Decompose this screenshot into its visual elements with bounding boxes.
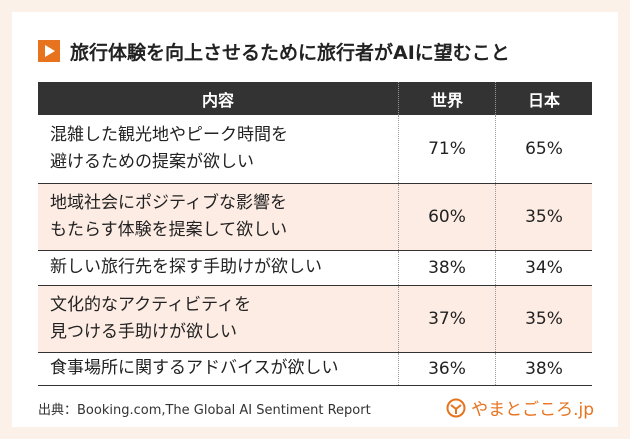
row-label: 混雑した観光地やピーク時間を 避けるための提案が欲しい	[38, 115, 399, 184]
row-label: 地域社会にポジティブな影響を もたらす体験を提案して欲しい	[38, 183, 399, 251]
cell-value: 60%	[398, 183, 496, 251]
row-label: 新しい旅行先を探す手助けが欲しい	[38, 250, 399, 286]
cell-value: 71%	[398, 115, 496, 184]
brand-logo	[446, 398, 466, 417]
cell-value: 35%	[495, 183, 592, 251]
cell-value: 38%	[495, 352, 592, 386]
table: 内容 世界 日本 混雑した観光地やピーク時間を 避けるための提案が欲しい 71% 6…	[38, 82, 592, 386]
title-row: 旅行体験を向上させるために旅行者がAIに望むこと	[38, 38, 510, 64]
table-row: 食事場所に関するアドバイスが欲しい 36% 38%	[38, 352, 592, 386]
cell-value: 37%	[398, 285, 496, 353]
column-header: 日本	[495, 82, 592, 115]
card: 旅行体験を向上させるために旅行者がAIに望むこと 内容 世界 日本 混雑した観光…	[12, 12, 618, 427]
table-row: 新しい旅行先を探す手助けが欲しい 38% 34%	[38, 250, 592, 286]
column-header: 世界	[398, 82, 496, 115]
row-label: 食事場所に関するアドバイスが欲しい	[38, 352, 399, 386]
cell-value: 36%	[398, 352, 496, 386]
column-header: 内容	[38, 82, 399, 115]
table-row: 文化的なアクティビティを 見つける手助けが欲しい 37% 35%	[38, 285, 592, 353]
cell-value: 38%	[398, 250, 496, 286]
brand: やまとごころ.jp	[446, 395, 594, 420]
table-row: 混雑した観光地やピーク時間を 避けるための提案が欲しい 71% 65%	[38, 115, 592, 184]
cell-value: 34%	[495, 250, 592, 286]
table-body: 混雑した観光地やピーク時間を 避けるための提案が欲しい 71% 65% 地域社会にポジ…	[38, 115, 592, 386]
brand-name: やまとごころ.jp	[471, 400, 594, 420]
title: 旅行体験を向上させるために旅行者がAIに望むこと	[70, 41, 510, 64]
table-row: 地域社会にポジティブな影響を もたらす体験を提案して欲しい 60% 35%	[38, 183, 592, 251]
cell-value: 35%	[495, 285, 592, 353]
row-label: 文化的なアクティビティを 見つける手助けが欲しい	[38, 285, 399, 353]
source: 出典：Booking.com,The Global AI Sentiment R…	[38, 403, 371, 418]
title-icon	[38, 40, 60, 62]
cell-value: 65%	[495, 115, 592, 184]
